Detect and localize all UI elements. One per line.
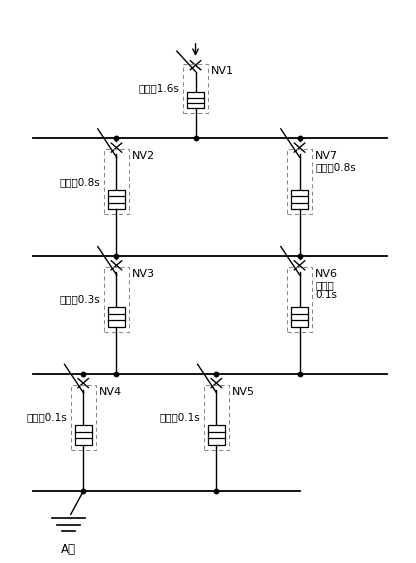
Bar	[208, 425, 225, 445]
Bar	[108, 190, 125, 209]
Bar	[291, 307, 308, 327]
Text: NV5: NV5	[232, 387, 255, 397]
Text: 時延形0.8s: 時延形0.8s	[60, 177, 101, 187]
Bar	[183, 64, 208, 113]
Text: 時延形0.8s: 時延形0.8s	[315, 162, 356, 172]
Bar	[187, 92, 204, 108]
Text: NV6: NV6	[315, 269, 338, 279]
Text: NV2: NV2	[132, 151, 156, 162]
Text: NV3: NV3	[132, 269, 155, 279]
Text: NV7: NV7	[315, 151, 339, 162]
Text: 高速形0.1s: 高速形0.1s	[27, 412, 67, 422]
Bar	[104, 267, 129, 332]
Bar	[287, 267, 312, 332]
Text: 時延形1.6s: 時延形1.6s	[139, 83, 180, 93]
Bar	[204, 385, 229, 450]
Bar	[291, 190, 308, 209]
Text: 0.1s: 0.1s	[315, 290, 337, 300]
Text: 高速形0.1s: 高速形0.1s	[160, 412, 201, 422]
Text: A点: A点	[61, 543, 76, 556]
Text: 高速形: 高速形	[315, 280, 334, 290]
Text: NV1: NV1	[211, 66, 234, 76]
Text: NV4: NV4	[99, 387, 122, 397]
Bar	[71, 385, 96, 450]
Text: 時延形0.3s: 時延形0.3s	[60, 294, 101, 305]
Bar	[75, 425, 92, 445]
Bar	[287, 149, 312, 215]
Bar	[108, 307, 125, 327]
Bar	[104, 149, 129, 215]
